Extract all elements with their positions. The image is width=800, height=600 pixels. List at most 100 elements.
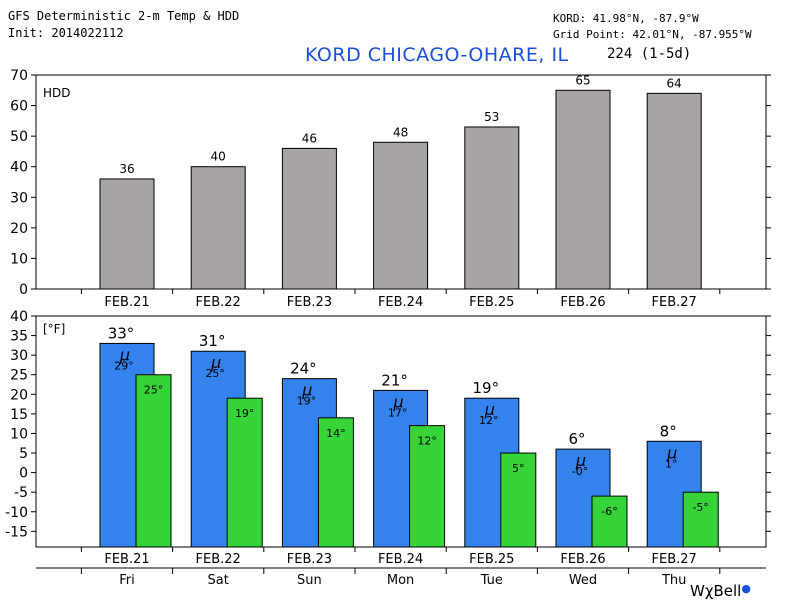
temp-category-label: FEB.23 [287, 552, 332, 567]
max-temp-label: 21° [381, 371, 408, 389]
min-temp-bar [317, 417, 354, 548]
station-name: KORD CHICAGO-OHARE, IL [305, 44, 569, 66]
hdd-category-label: FEB.25 [469, 295, 514, 310]
hdd-ytick-label: 60 [10, 99, 28, 115]
max-temp-label: 24° [290, 360, 317, 378]
hdd-ytick-label: 0 [19, 282, 28, 298]
init-time: Init: 2014022112 [8, 26, 124, 40]
hdd-category-label: FEB.27 [652, 295, 697, 310]
mean-temp-label: 29° [114, 359, 134, 372]
mean-temp-label: 12° [479, 414, 499, 427]
hdd-bar-label: 65 [575, 73, 590, 87]
hdd-bar-label: 48 [393, 125, 408, 139]
temp-category-label: FEB.24 [378, 552, 423, 567]
mean-temp-label: 25° [205, 367, 225, 380]
min-temp-label: 12° [417, 435, 437, 448]
day-label: Sun [297, 573, 322, 588]
min-temp-bar [135, 374, 172, 548]
temp-category-label: FEB.27 [652, 552, 697, 567]
temp-ytick-label: 5 [19, 446, 28, 462]
hdd-category-label: FEB.24 [378, 295, 423, 310]
hdd-ytick-label: 50 [10, 129, 28, 145]
min-temp-bar [500, 452, 537, 548]
max-temp-label: 33° [108, 324, 135, 342]
temp-ytick-label: -5 [14, 485, 28, 501]
run-info: 224 (1-5d) [607, 46, 692, 62]
temp-ytick-label: 15 [10, 407, 28, 423]
min-temp-label: 5° [512, 462, 525, 475]
hdd-bar [555, 89, 611, 290]
model-title: GFS Deterministic 2-m Temp & HDD [8, 9, 240, 23]
min-temp-bar [226, 397, 263, 548]
day-label: Mon [387, 573, 414, 588]
max-temp-label: 6° [568, 430, 585, 448]
hdd-bar [464, 126, 520, 290]
mean-symbol: μ [119, 345, 130, 364]
mean-symbol: μ [210, 353, 221, 372]
hdd-panel-title: HDD [43, 86, 71, 100]
hdd-bar [373, 141, 429, 290]
hdd-bar-label: 40 [211, 150, 226, 164]
hdd-category-label: FEB.26 [560, 295, 605, 310]
temp-panel-title: [°F] [43, 322, 65, 336]
temp-ytick-label: 40 [10, 309, 28, 325]
hdd-bar-label: 53 [484, 110, 499, 124]
hdd-bar [190, 166, 246, 290]
hdd-category-label: FEB.22 [196, 295, 241, 310]
mean-temp-label: 17° [388, 406, 408, 419]
min-temp-bar [682, 491, 719, 548]
temp-ytick-label: 30 [10, 348, 28, 364]
temp-ytick-label: 10 [10, 426, 28, 442]
hdd-ytick-label: 40 [10, 160, 28, 176]
mean-symbol: μ [666, 443, 677, 462]
mean-temp-label: 19° [297, 395, 317, 408]
temp-category-label: FEB.21 [104, 552, 149, 567]
hdd-category-label: FEB.23 [287, 295, 332, 310]
temp-ytick-label: 25 [10, 368, 28, 384]
day-label: Tue [480, 573, 503, 588]
min-temp-label: 19° [235, 407, 255, 420]
min-temp-label: 25° [144, 384, 164, 397]
hdd-ytick-label: 70 [10, 68, 28, 84]
temp-category-label: FEB.26 [560, 552, 605, 567]
logo-text: WχBell [690, 582, 742, 600]
min-temp-bar [591, 495, 628, 548]
mean-symbol: μ [484, 400, 495, 419]
temp-ytick-label: 0 [19, 466, 28, 482]
hdd-ytick-label: 20 [10, 221, 28, 237]
temp-ytick-label: -10 [5, 505, 28, 521]
temp-category-label: FEB.22 [196, 552, 241, 567]
temp-ytick-label: 20 [10, 387, 28, 403]
wxbell-logo: WχBell● [690, 582, 751, 600]
hdd-ytick-label: 30 [10, 190, 28, 206]
hdd-bar-label: 36 [119, 162, 134, 176]
day-label: Wed [569, 573, 597, 588]
min-temp-bar [409, 425, 446, 548]
station-coordinates: KORD: 41.98°N, -87.9°W [553, 12, 699, 25]
mean-temp-label: -0° [572, 465, 588, 478]
max-temp-label: 19° [473, 379, 500, 397]
hdd-category-label: FEB.21 [104, 295, 149, 310]
max-temp-label: 8° [660, 422, 677, 440]
mean-symbol: μ [575, 451, 586, 470]
max-temp-label: 31° [199, 332, 226, 350]
day-label: Sat [208, 573, 229, 588]
grid-point-coordinates: Grid Point: 42.01°N, -87.955°W [553, 28, 752, 41]
day-label: Fri [119, 573, 135, 588]
logo-dot-icon: ● [741, 582, 751, 595]
mean-temp-label: 1° [665, 457, 678, 470]
hdd-bar-label: 64 [667, 76, 682, 90]
day-label: Thu [661, 573, 686, 588]
min-temp-label: -5° [692, 501, 708, 514]
min-temp-label: -6° [601, 505, 617, 518]
temp-category-label: FEB.25 [469, 552, 514, 567]
mean-symbol: μ [301, 381, 312, 400]
hdd-ytick-label: 10 [10, 251, 28, 267]
mean-symbol: μ [393, 392, 404, 411]
hdd-bar [281, 147, 337, 290]
hdd-bar [646, 92, 702, 290]
temp-ytick-label: 35 [10, 329, 28, 345]
min-temp-label: 14° [326, 427, 346, 440]
temp-ytick-label: -15 [5, 524, 28, 540]
